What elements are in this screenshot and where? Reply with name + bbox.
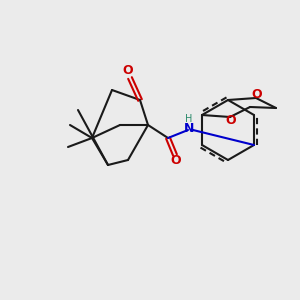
Text: H: H [185,114,193,124]
Text: O: O [252,88,262,101]
Text: O: O [171,154,181,167]
Text: O: O [123,64,133,76]
Text: N: N [184,122,194,134]
Text: O: O [226,113,236,127]
